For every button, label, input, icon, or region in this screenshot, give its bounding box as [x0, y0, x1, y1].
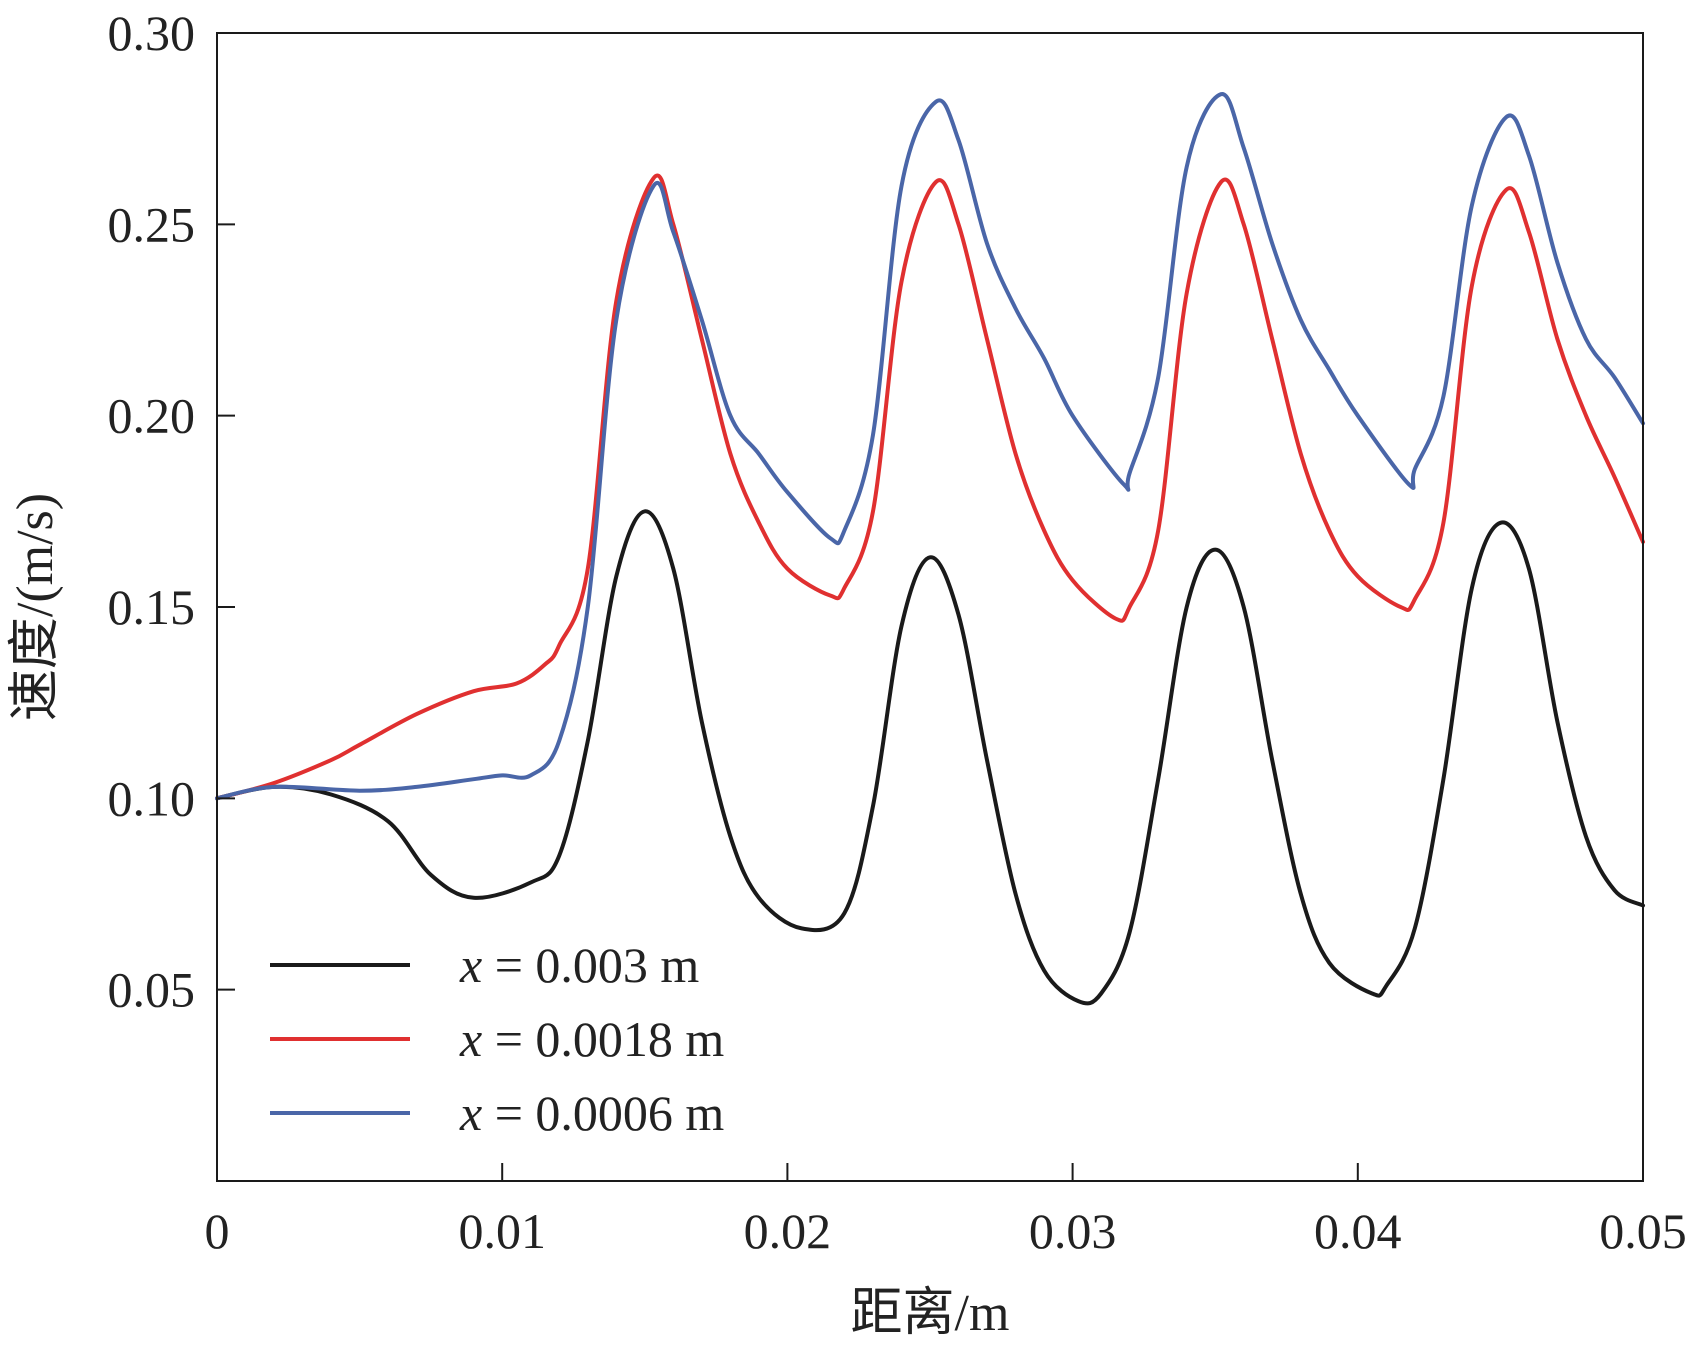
x-tick-label: 0.04 — [1314, 1203, 1402, 1259]
legend: x = 0.003 m x = 0.0018 m x = 0.0006 m — [270, 937, 724, 1141]
x-tick-label: 0.05 — [1599, 1203, 1687, 1259]
x-tick-label: 0.01 — [458, 1203, 546, 1259]
y-tick-label: 0.05 — [108, 962, 196, 1018]
x-axis-ticks: 0 0.01 0.02 0.03 0.04 0.05 — [205, 1163, 1687, 1259]
y-tick-label: 0.15 — [108, 579, 196, 635]
series-line-3 — [215, 92, 1645, 801]
series-line-2 — [215, 173, 1645, 801]
y-axis-label: 速度/(m/s) — [7, 493, 64, 721]
x-axis-label: 距离/m — [851, 1285, 1010, 1342]
legend-label-3: x = 0.0006 m — [459, 1085, 724, 1141]
y-tick-label: 0.20 — [108, 388, 196, 444]
series-layer — [215, 92, 1645, 1006]
legend-label-2: x = 0.0018 m — [459, 1011, 724, 1067]
y-axis-ticks: 0.05 0.10 0.15 0.20 0.25 0.30 — [108, 5, 235, 1018]
x-tick-label: 0.02 — [744, 1203, 832, 1259]
x-tick-label: 0.03 — [1029, 1203, 1117, 1259]
series-line-1 — [215, 509, 1645, 1006]
legend-label-1: x = 0.003 m — [459, 937, 699, 993]
y-tick-label: 0.30 — [108, 5, 196, 61]
y-tick-label: 0.25 — [108, 196, 196, 252]
y-tick-label: 0.10 — [108, 770, 196, 826]
x-tick-label: 0 — [205, 1203, 230, 1259]
